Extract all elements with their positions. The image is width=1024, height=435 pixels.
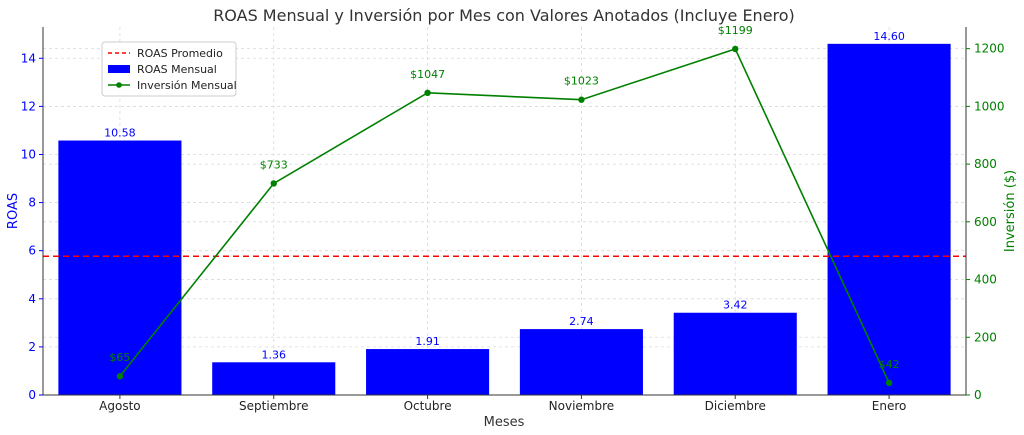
investment-line-group — [116, 45, 893, 387]
bar-label-octubre: 1.91 — [415, 335, 440, 348]
y-left-tick-label-7: 14 — [21, 51, 36, 65]
investment-label-agosto: $65 — [109, 351, 130, 364]
y-right-tick-label-4: 800 — [974, 157, 997, 171]
y-left-tick-label-1: 2 — [28, 340, 36, 354]
bar-label-agosto: 10.58 — [104, 127, 136, 140]
investment-point-noviembre — [578, 96, 585, 103]
y-left-tick-label-3: 6 — [28, 244, 36, 258]
bar-enero — [827, 43, 951, 395]
x-tick-label-octubre: Octubre — [404, 399, 452, 413]
legend-swatch-roas — [108, 65, 130, 73]
x-tick-label-agosto: Agosto — [99, 399, 140, 413]
investment-label-enero: $42 — [879, 358, 900, 371]
y-axis-label-right: Inversión ($) — [1003, 170, 1018, 252]
investment-line — [119, 47, 890, 384]
investment-point-septiembre — [270, 180, 277, 187]
bar-label-diciembre: 3.42 — [723, 299, 748, 312]
bar-septiembre — [212, 362, 336, 395]
x-tick-label-diciembre: Diciembre — [705, 399, 766, 413]
investment-point-diciembre — [732, 45, 739, 53]
x-axis-label: Meses — [484, 415, 525, 430]
x-tick-label-septiembre: Septiembre — [239, 399, 308, 413]
investment-point-agosto — [116, 373, 124, 380]
legend: ROAS Promedio ROAS Mensual Inversión Mensu… — [101, 41, 237, 97]
bar-label-septiembre: 1.36 — [262, 348, 287, 361]
y-right-tick-label-6: 1200 — [974, 42, 1005, 56]
bar-label-enero: 14.60 — [873, 30, 905, 43]
legend-label-average: ROAS Promedio — [137, 47, 223, 60]
chart-title: ROAS Mensual y Inversión por Mes con Val… — [213, 6, 795, 25]
y-right-tick-label-3: 600 — [974, 215, 997, 229]
bar-label-noviembre: 2.74 — [569, 315, 594, 328]
legend-label-roas: ROAS Mensual — [137, 63, 217, 76]
investment-point-octubre — [424, 89, 431, 97]
bar-agosto — [58, 140, 182, 395]
y-right-tick-label-1: 200 — [974, 330, 997, 344]
bar-diciembre — [673, 312, 797, 395]
x-tick-label-noviembre: Noviembre — [549, 399, 615, 413]
y-right-tick-label-2: 400 — [974, 273, 997, 287]
y-left-tick-label-5: 10 — [21, 147, 36, 161]
legend-marker-investment — [116, 82, 122, 88]
investment-label-noviembre: $1023 — [564, 75, 599, 88]
axes: Agosto Septiembre Octubre Noviembre Diciembr… — [21, 27, 1005, 413]
investment-label-septiembre: $733 — [260, 158, 288, 171]
y-right-tick-label-5: 1000 — [974, 99, 1005, 113]
investment-label-diciembre: $1199 — [718, 24, 753, 37]
investment-point-enero — [885, 379, 893, 387]
y-right-tick-label-0: 0 — [974, 388, 982, 402]
bar-octubre — [366, 349, 490, 395]
y-left-tick-label-0: 0 — [28, 388, 36, 402]
legend-label-investment: Inversión Mensual — [137, 79, 237, 92]
data-labels: 10.58 1.36 1.91 2.74 3.42 14.60 $65 $733 $1047 $1… — [104, 24, 905, 371]
bar-noviembre — [519, 329, 643, 395]
y-left-tick-label-6: 12 — [21, 99, 36, 113]
bars — [58, 43, 951, 395]
legend-box — [101, 41, 237, 97]
y-axis-label-left: ROAS — [6, 193, 21, 229]
x-tick-label-enero: Enero — [872, 399, 907, 413]
y-left-tick-label-2: 4 — [28, 292, 36, 306]
investment-label-octubre: $1047 — [410, 68, 445, 81]
y-left-tick-label-4: 8 — [28, 196, 36, 210]
